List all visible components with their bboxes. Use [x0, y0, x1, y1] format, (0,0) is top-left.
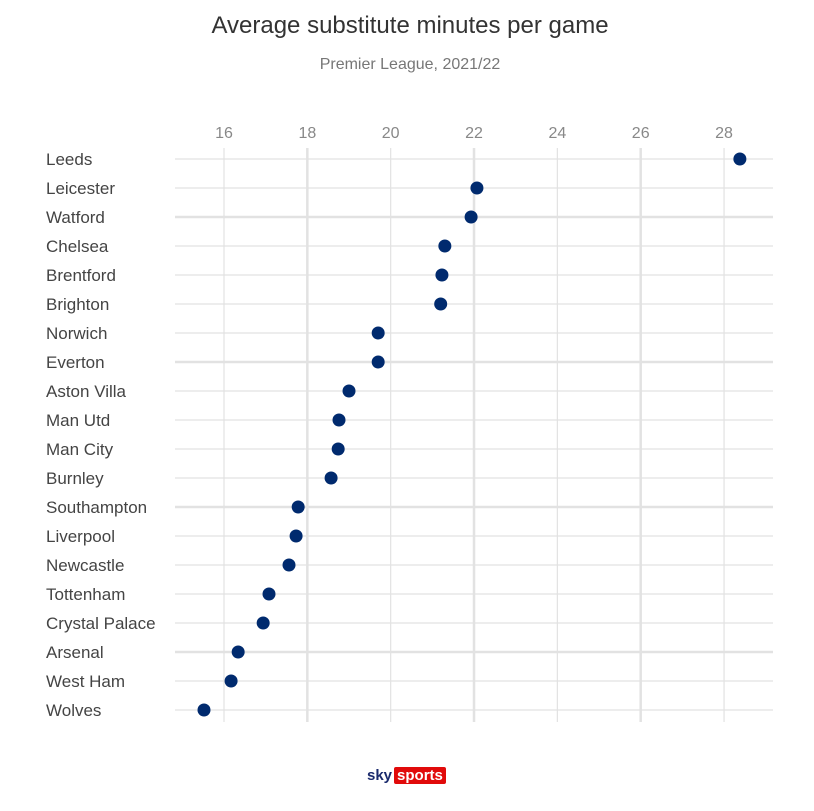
- data-point: [434, 297, 448, 311]
- category-label: Leicester: [46, 179, 115, 198]
- category-label: Chelsea: [46, 237, 109, 256]
- x-tick-label: 16: [215, 125, 233, 142]
- category-label: Watford: [46, 208, 105, 227]
- category-label: Southampton: [46, 498, 147, 517]
- category-label: Brighton: [46, 295, 109, 314]
- chart-title: Average substitute minutes per game: [211, 12, 609, 39]
- logo-sports: sports: [394, 767, 446, 784]
- category-label: Man Utd: [46, 411, 110, 430]
- data-point: [231, 645, 245, 659]
- category-label: West Ham: [46, 672, 125, 691]
- category-label: Leeds: [46, 150, 92, 169]
- data-point: [371, 355, 385, 369]
- category-label: Crystal Palace: [46, 614, 156, 633]
- category-label: Everton: [46, 353, 105, 372]
- data-point: [342, 384, 356, 398]
- x-tick-label: 26: [632, 125, 650, 142]
- data-point: [331, 442, 345, 456]
- category-label: Brentford: [46, 266, 116, 285]
- data-point: [371, 326, 385, 340]
- x-tick-label: 20: [382, 125, 400, 142]
- sky-sports-logo: sky sports: [367, 767, 446, 784]
- logo-sky: sky: [367, 767, 393, 784]
- data-point: [224, 674, 238, 688]
- chart-subtitle: Premier League, 2021/22: [319, 56, 501, 73]
- category-label: Wolves: [46, 701, 101, 720]
- data-point: [435, 268, 449, 282]
- data-point: [291, 500, 305, 514]
- data-point: [332, 413, 346, 427]
- data-point: [438, 239, 452, 253]
- data-point: [262, 587, 276, 601]
- category-label: Tottenham: [46, 585, 125, 604]
- category-label: Arsenal: [46, 643, 104, 662]
- category-label: Aston Villa: [46, 382, 127, 401]
- data-point: [733, 152, 747, 166]
- x-tick-label: 18: [298, 125, 316, 142]
- category-label: Man City: [46, 440, 114, 459]
- category-label: Newcastle: [46, 556, 124, 575]
- data-point: [282, 558, 296, 572]
- data-point: [256, 616, 270, 630]
- data-point: [324, 471, 338, 485]
- data-point: [464, 210, 478, 224]
- data-point: [289, 529, 303, 543]
- data-point: [197, 703, 211, 717]
- data-point: [470, 181, 484, 195]
- x-tick-label: 22: [465, 125, 483, 142]
- x-tick-label: 28: [715, 125, 733, 142]
- category-label: Liverpool: [46, 527, 115, 546]
- x-tick-label: 24: [548, 125, 566, 142]
- category-label: Burnley: [46, 469, 104, 488]
- category-label: Norwich: [46, 324, 107, 343]
